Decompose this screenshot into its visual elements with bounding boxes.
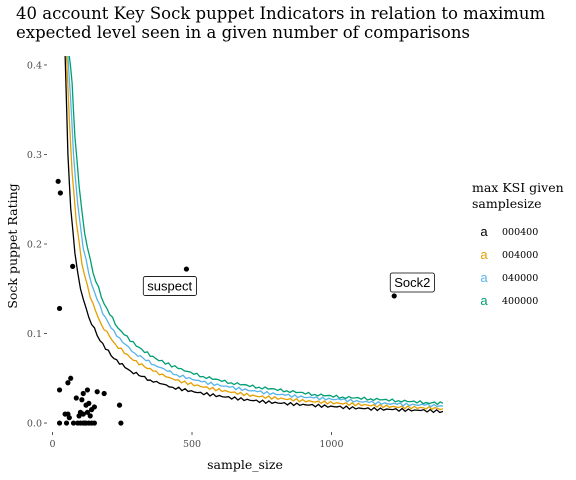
x-tick-label: 1000 (319, 439, 343, 450)
data-point (101, 390, 107, 397)
data-point (91, 404, 98, 410)
series-line-004000 (65, 56, 443, 411)
chart-title-line-1: 40 account Key Sock puppet Indicators in… (16, 4, 546, 23)
x-tick-label: 500 (183, 439, 201, 450)
annotation-sock2: Sock2 (389, 272, 435, 293)
data-point (55, 178, 61, 184)
y-tick-label: 0.1 (27, 329, 42, 340)
data-point (183, 266, 190, 272)
data-point (87, 413, 93, 419)
x-tick-label: 0 (50, 439, 56, 450)
legend-key-400000: a (480, 293, 488, 308)
data-point (84, 409, 91, 415)
legend: max KSI given samplesize a 000400 a 004000 a… (472, 180, 568, 308)
series-line-040000 (67, 56, 443, 408)
legend-title: max KSI given samplesize (472, 180, 568, 211)
data-point (57, 190, 63, 196)
series-line-400000 (68, 56, 443, 406)
x-axis: 0 500 1000 (50, 432, 344, 450)
data-point (66, 415, 72, 421)
legend-label-400000: 400000 (502, 296, 538, 307)
chart-title: 40 account Key Sock puppet Indicators in… (16, 4, 546, 42)
legend-key-000400: a (480, 224, 488, 239)
data-point (91, 420, 98, 426)
data-point (391, 293, 397, 299)
data-point (56, 305, 63, 312)
data-point (70, 263, 76, 269)
data-point (68, 375, 74, 381)
data-point (86, 400, 92, 406)
y-axis: 0.0 0.1 0.2 0.3 0.4 (27, 60, 47, 429)
data-point (94, 389, 100, 395)
data-point (70, 420, 77, 426)
y-tick-label: 0.3 (27, 150, 42, 161)
data-points (55, 178, 397, 426)
y-axis-title: Sock puppet Rating (5, 183, 20, 308)
series-line-000400 (64, 56, 443, 414)
legend-key-004000: a (480, 247, 488, 262)
series-lines (64, 56, 443, 414)
chart-title-line-2: expected level seen in a given number of… (16, 22, 470, 42)
y-tick-label: 0.2 (27, 239, 42, 250)
data-point (56, 387, 63, 393)
data-point (79, 397, 85, 403)
annotation-box (389, 272, 435, 293)
data-point (84, 387, 91, 393)
data-point (116, 402, 123, 408)
legend-label-004000: 004000 (502, 250, 538, 261)
data-point (118, 420, 124, 426)
y-tick-label: 0.4 (27, 60, 42, 71)
x-axis-title: sample_size (207, 457, 283, 472)
annotation-suspect: suspect (142, 276, 197, 296)
annotation-box (142, 276, 197, 296)
annotation-label: Sock2 (394, 275, 430, 290)
data-point (56, 420, 63, 426)
legend-label-000400: 000400 (502, 227, 538, 238)
data-point (65, 380, 71, 386)
data-point (63, 420, 70, 426)
y-tick-label: 0.0 (27, 418, 42, 429)
legend-label-040000: 040000 (502, 273, 538, 284)
plot-area: suspect Sock2 (55, 56, 443, 426)
data-point (80, 411, 86, 417)
legend-key-040000: a (480, 270, 488, 285)
data-point (76, 413, 82, 419)
annotation-label: suspect (147, 279, 192, 294)
data-point (80, 390, 86, 397)
data-point (73, 395, 79, 401)
